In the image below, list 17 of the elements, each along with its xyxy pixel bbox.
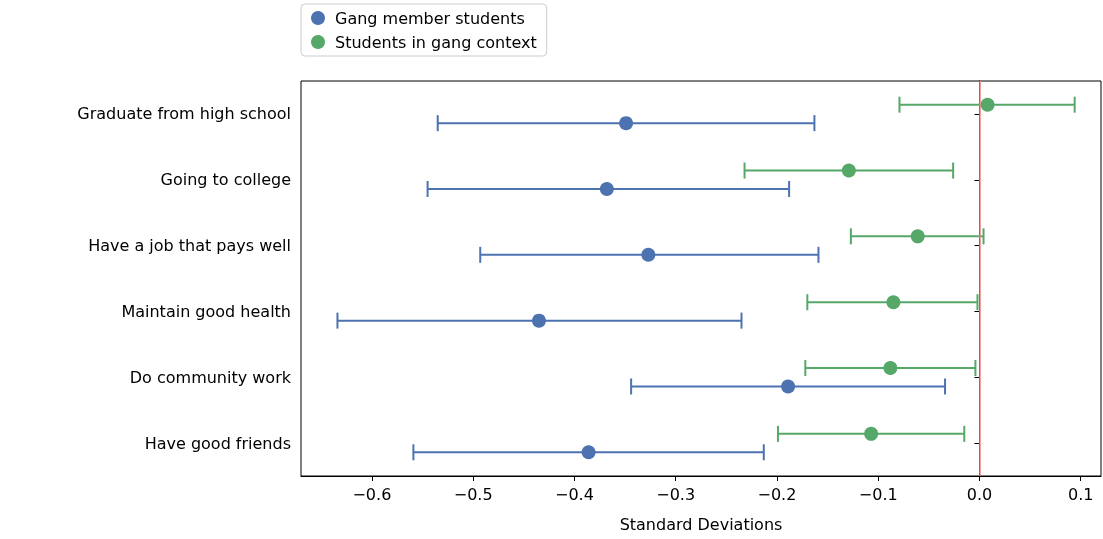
y-tick-label: Going to college <box>160 170 291 190</box>
x-tick-label: −0.6 <box>352 484 392 504</box>
y-tick-label: Graduate from high school <box>77 104 291 124</box>
legend-label: Students in gang context <box>335 32 537 52</box>
x-tick-label: 0.0 <box>966 484 993 504</box>
x-axis-title: Standard Deviations <box>619 514 783 534</box>
x-tick-label: −0.4 <box>554 484 594 504</box>
x-tick-label: −0.2 <box>757 484 797 504</box>
x-tick-label: 0.1 <box>1068 484 1094 504</box>
x-tick-label: −0.5 <box>453 484 493 504</box>
x-tick-label: −0.3 <box>656 484 696 504</box>
y-tick-label: Have a job that pays well <box>88 236 291 256</box>
x-tick-label: −0.1 <box>858 484 898 504</box>
y-tick-label: Have good friends <box>144 433 291 453</box>
legend-label: Gang member students <box>335 8 525 28</box>
y-tick-label: Do community work <box>129 367 292 387</box>
y-tick-label: Maintain good health <box>121 301 291 321</box>
